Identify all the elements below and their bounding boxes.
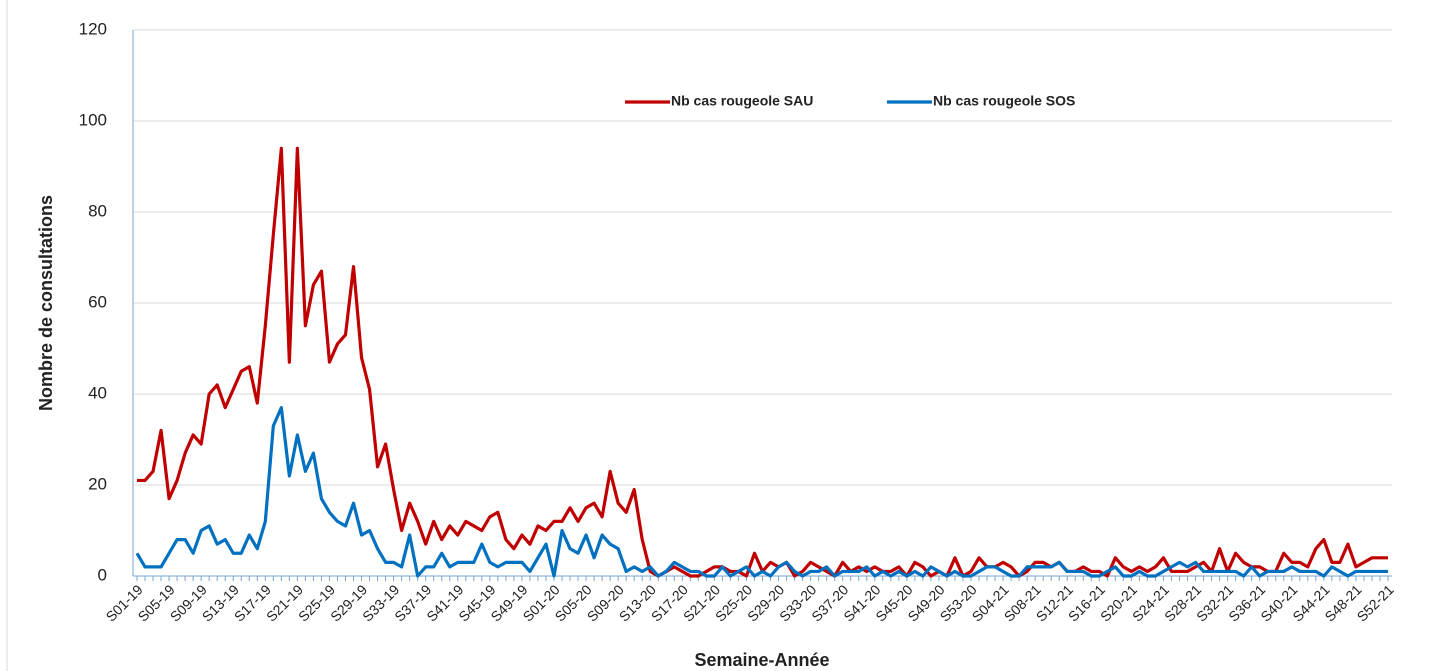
x-axis-title: Semaine-Année: [694, 650, 829, 670]
y-tick-label: 80: [88, 201, 107, 220]
y-tick-label: 100: [79, 110, 107, 129]
x-tick-label: S52-21: [1353, 581, 1396, 624]
series-line: [135, 406, 1388, 578]
legend-label: Nb cas rougeole SAU: [671, 93, 813, 109]
y-tick-label: 60: [88, 292, 107, 311]
y-tick-label: 20: [88, 474, 107, 493]
y-tick-label: 40: [88, 383, 107, 402]
legend-label: Nb cas rougeole SOS: [933, 93, 1075, 109]
y-axis-title: Nombre de consultations: [36, 195, 56, 411]
y-tick-label: 120: [79, 19, 107, 38]
y-tick-label: 0: [98, 565, 107, 584]
